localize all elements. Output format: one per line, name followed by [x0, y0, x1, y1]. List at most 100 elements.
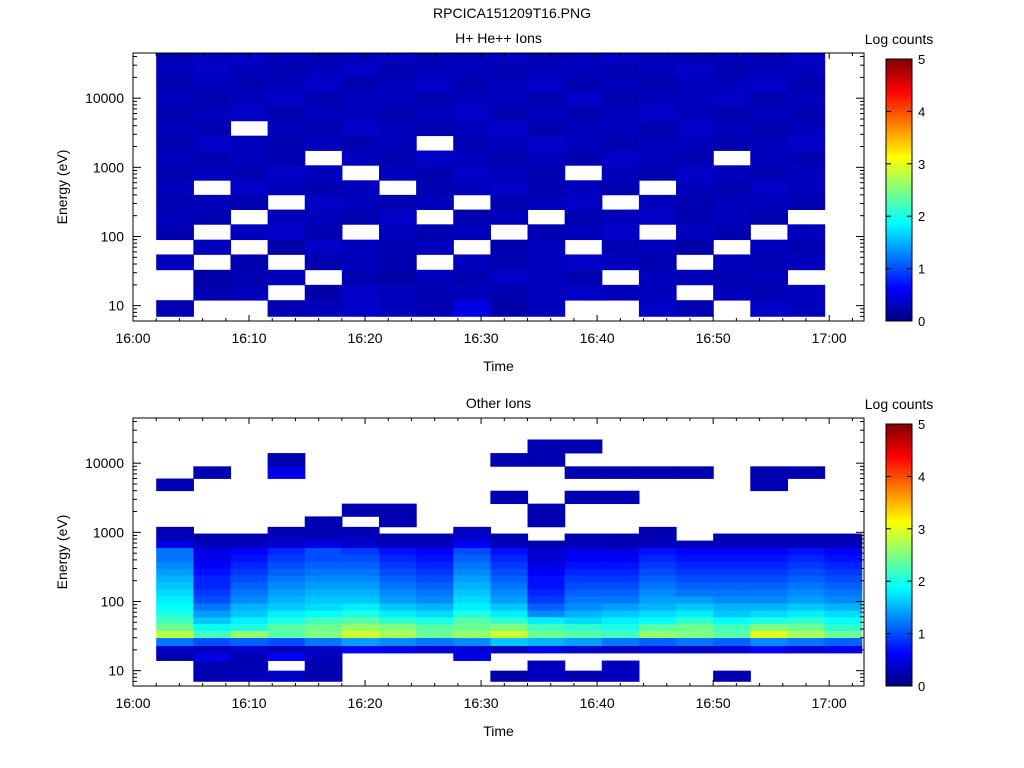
- heatmap-cell: [378, 561, 417, 569]
- heatmap-cell: [193, 561, 232, 569]
- heatmap-cell: [304, 239, 343, 255]
- heatmap-cell: [490, 106, 529, 122]
- heatmap-cell: [193, 630, 232, 639]
- heatmap-cell: [676, 239, 714, 255]
- heatmap-cell: [713, 554, 751, 562]
- heatmap-cell: [341, 540, 380, 549]
- heatmap-cell: [156, 637, 194, 647]
- heatmap-cell: [713, 568, 751, 576]
- heatmap-cell: [378, 284, 417, 301]
- heatmap-cell: [787, 568, 826, 576]
- heatmap-cell: [787, 239, 826, 255]
- heatmap-cell: [453, 76, 491, 92]
- heatmap-cell: [453, 224, 491, 241]
- heatmap-cell: [750, 540, 789, 549]
- heatmap-cell: [787, 637, 826, 647]
- heatmap-cell: [638, 540, 677, 549]
- heatmap-cell: [193, 239, 232, 255]
- heatmap-cell: [156, 224, 194, 241]
- heatmap-cell: [676, 645, 714, 654]
- heatmap-cell: [378, 623, 417, 631]
- heatmap-cell: [304, 135, 343, 151]
- heatmap-cell: [341, 575, 380, 583]
- heatmap-cell: [304, 284, 343, 301]
- heatmap-cell: [750, 254, 789, 271]
- x-axis-label: Time: [483, 358, 514, 374]
- heatmap-cell: [341, 533, 380, 541]
- heatmap-cell: [787, 575, 826, 583]
- heatmap-cell: [638, 300, 677, 317]
- heatmap-cell: [527, 269, 566, 286]
- heatmap-cell: [490, 135, 529, 151]
- heatmap-cell: [267, 582, 306, 590]
- heatmap-cell: [713, 533, 751, 541]
- heatmap-cell: [193, 616, 232, 624]
- heatmap-cell: [230, 575, 269, 583]
- heatmap-cells: [156, 439, 863, 682]
- heatmap-cell: [230, 269, 269, 286]
- heatmap-cell: [304, 209, 343, 225]
- heatmap-cell: [750, 76, 789, 92]
- heatmap-cell: [527, 165, 566, 181]
- heatmap-cell: [564, 53, 603, 62]
- heatmap-cell: [378, 269, 417, 286]
- heatmap-cell: [193, 106, 232, 122]
- heatmap-cell: [230, 150, 269, 166]
- heatmap-cell: [304, 653, 343, 661]
- x-tick-label: 16:20: [348, 330, 383, 346]
- heatmap-cell: [378, 135, 417, 151]
- heatmap-cell: [230, 645, 269, 654]
- x-tick-label: 16:10: [232, 330, 267, 346]
- heatmap-cell: [341, 596, 380, 604]
- heatmap-cell: [156, 533, 194, 541]
- heatmap-cell: [638, 568, 677, 576]
- heatmap-cell: [824, 596, 863, 604]
- heatmap-cell: [267, 180, 306, 196]
- heatmap-cell: [416, 300, 454, 317]
- heatmap-cell: [787, 589, 826, 597]
- heatmap-cell: [156, 194, 194, 210]
- heatmap-cell: [341, 106, 380, 122]
- heatmap-cell: [453, 106, 491, 122]
- heatmap-cell: [676, 135, 714, 151]
- heatmap-cell: [490, 670, 529, 682]
- heatmap-cell: [490, 53, 529, 62]
- y-tick-label: 100: [101, 228, 125, 244]
- heatmap-cell: [341, 582, 380, 590]
- heatmap-cell: [750, 91, 789, 107]
- heatmap-cell: [416, 547, 454, 555]
- heatmap-cell: [378, 209, 417, 225]
- heatmap-cell: [453, 568, 491, 576]
- heatmap-cell: [193, 603, 232, 611]
- heatmap-cell: [787, 150, 826, 166]
- heatmap-cell: [304, 660, 343, 672]
- heatmap-cell: [564, 589, 603, 597]
- heatmap-cell: [638, 239, 677, 255]
- heatmap-cell: [713, 540, 751, 549]
- heatmap-cell: [267, 630, 306, 639]
- heatmap-cell: [750, 180, 789, 196]
- heatmap-cell: [378, 120, 417, 137]
- heatmap-cell: [267, 589, 306, 597]
- heatmap-cell: [156, 589, 194, 597]
- heatmap-cell: [750, 637, 789, 647]
- heatmap-cell: [564, 645, 603, 654]
- heatmap-cell: [676, 61, 714, 77]
- heatmap-cell: [267, 645, 306, 654]
- heatmap-cell: [750, 616, 789, 624]
- heatmap-cell: [787, 540, 826, 549]
- heatmap-cell: [267, 623, 306, 631]
- heatmap-cell: [416, 53, 454, 62]
- heatmap-cell: [713, 645, 751, 654]
- heatmap-cell: [787, 603, 826, 611]
- heatmap-cell: [341, 623, 380, 631]
- heatmap-cell: [304, 623, 343, 631]
- heatmap-cell: [416, 645, 454, 654]
- heatmap-cell: [787, 224, 826, 241]
- heatmap-cell: [490, 239, 529, 255]
- heatmap-cell: [750, 603, 789, 611]
- heatmap-cell: [490, 453, 529, 467]
- heatmap-cell: [341, 194, 380, 210]
- heatmap-cell: [824, 568, 863, 576]
